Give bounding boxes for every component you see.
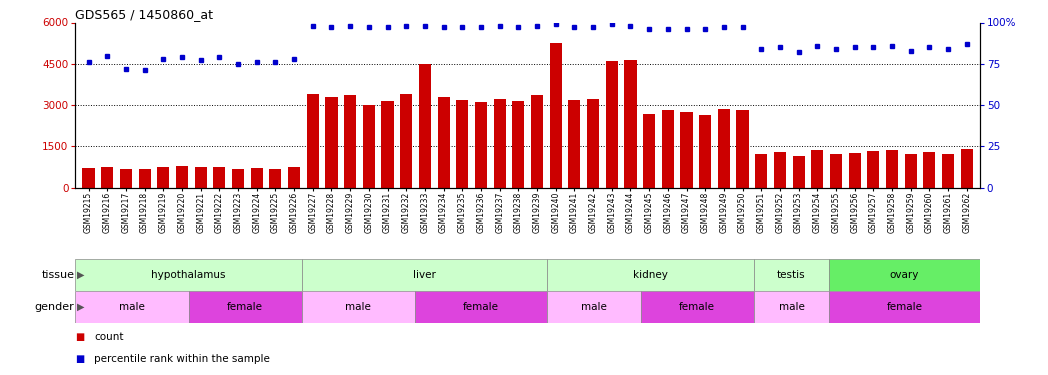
- Bar: [302, 291, 415, 322]
- Bar: [250, 168, 263, 188]
- Text: male: male: [345, 302, 371, 312]
- Text: female: female: [887, 302, 922, 312]
- Bar: [699, 115, 712, 188]
- Bar: [325, 97, 337, 188]
- Bar: [680, 112, 693, 188]
- Bar: [269, 169, 282, 188]
- Bar: [214, 167, 225, 188]
- Bar: [661, 110, 674, 188]
- Text: hypothalamus: hypothalamus: [151, 270, 225, 280]
- Text: female: female: [227, 302, 263, 312]
- Bar: [568, 100, 581, 188]
- Bar: [640, 291, 754, 322]
- Text: GDS565 / 1450860_at: GDS565 / 1450860_at: [75, 8, 214, 21]
- Bar: [302, 259, 546, 291]
- Bar: [606, 61, 618, 188]
- Bar: [754, 291, 829, 322]
- Bar: [904, 154, 917, 188]
- Bar: [381, 100, 394, 188]
- Bar: [119, 169, 132, 188]
- Bar: [363, 105, 375, 188]
- Bar: [75, 259, 302, 291]
- Bar: [512, 100, 524, 188]
- Bar: [415, 291, 546, 322]
- Bar: [718, 109, 730, 188]
- Text: testis: testis: [778, 270, 806, 280]
- Bar: [923, 152, 936, 188]
- Bar: [531, 95, 543, 188]
- Text: ovary: ovary: [890, 270, 919, 280]
- Text: ■: ■: [75, 332, 85, 342]
- Text: ▶: ▶: [77, 302, 84, 312]
- Bar: [737, 110, 748, 188]
- Bar: [83, 168, 94, 188]
- Text: female: female: [679, 302, 715, 312]
- Bar: [437, 97, 450, 188]
- Bar: [157, 166, 170, 188]
- Text: ■: ■: [75, 354, 85, 364]
- Bar: [232, 168, 244, 188]
- Bar: [102, 166, 113, 188]
- Bar: [886, 150, 898, 188]
- Bar: [475, 102, 487, 188]
- Bar: [344, 95, 356, 188]
- Bar: [195, 167, 206, 188]
- Text: count: count: [94, 332, 124, 342]
- Bar: [456, 100, 468, 188]
- Bar: [849, 153, 860, 188]
- Text: male: male: [779, 302, 805, 312]
- Text: liver: liver: [413, 270, 436, 280]
- Bar: [643, 114, 655, 188]
- Text: kidney: kidney: [633, 270, 668, 280]
- Bar: [176, 166, 188, 188]
- Bar: [868, 152, 879, 188]
- Text: male: male: [119, 302, 145, 312]
- Bar: [625, 60, 636, 188]
- Bar: [756, 154, 767, 188]
- Bar: [549, 43, 562, 188]
- Bar: [961, 149, 973, 188]
- Text: ▶: ▶: [77, 270, 84, 280]
- Text: male: male: [581, 302, 607, 312]
- Bar: [75, 291, 189, 322]
- Bar: [189, 291, 302, 322]
- Bar: [829, 291, 980, 322]
- Bar: [587, 99, 599, 188]
- Bar: [829, 259, 980, 291]
- Bar: [419, 64, 431, 188]
- Bar: [546, 259, 754, 291]
- Text: percentile rank within the sample: percentile rank within the sample: [94, 354, 270, 364]
- Bar: [754, 259, 829, 291]
- Bar: [811, 150, 824, 188]
- Bar: [288, 167, 300, 188]
- Text: gender: gender: [35, 302, 74, 312]
- Bar: [546, 291, 640, 322]
- Bar: [792, 156, 805, 188]
- Bar: [307, 94, 319, 188]
- Text: female: female: [462, 302, 499, 312]
- Bar: [773, 152, 786, 188]
- Bar: [830, 154, 842, 188]
- Text: tissue: tissue: [42, 270, 74, 280]
- Bar: [494, 99, 506, 188]
- Bar: [942, 154, 954, 188]
- Bar: [138, 170, 151, 188]
- Bar: [400, 94, 412, 188]
